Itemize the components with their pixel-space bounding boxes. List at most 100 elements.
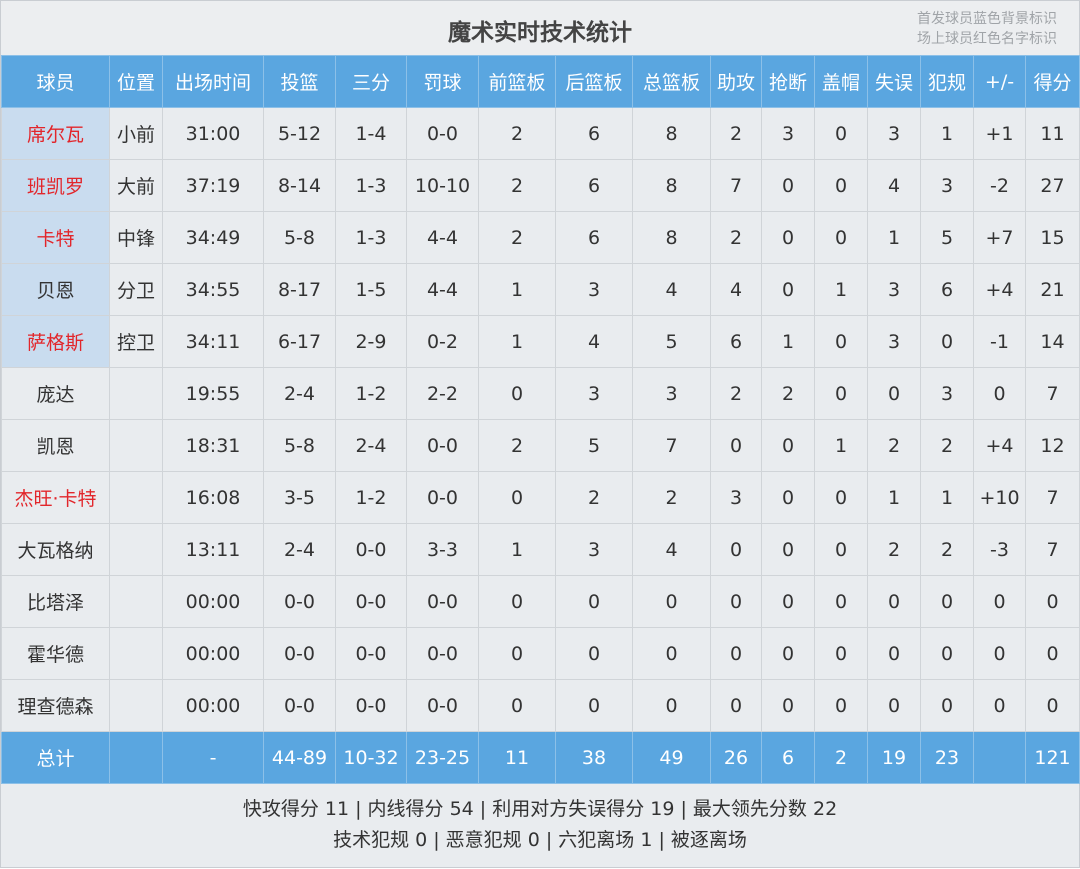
stat-cell: 0 (632, 627, 711, 680)
stat-cell: 2 (710, 107, 762, 160)
stat-cell: 0-0 (406, 471, 479, 524)
stats-table: 球员 位置 出场时间 投篮 三分 罚球 前篮板 后篮板 总篮板 助攻 抢断 盖帽 失误 犯规 +/- 得分 席… (1, 55, 1080, 784)
stat-cell: 18:31 (162, 419, 264, 472)
stat-cell: 0-0 (406, 419, 479, 472)
column-header: 前篮板 (478, 55, 556, 108)
stat-cell: 34:11 (162, 315, 264, 368)
total-cell: 11 (478, 731, 556, 784)
stat-cell: 31:00 (162, 107, 264, 160)
total-cell (973, 731, 1026, 784)
stat-cell: 0 (632, 679, 711, 732)
stat-cell: 0 (1025, 679, 1080, 732)
stat-cell: 6 (555, 107, 633, 160)
total-cell: 26 (710, 731, 762, 784)
stat-cell: 34:49 (162, 211, 264, 264)
stat-cell: 19:55 (162, 367, 264, 420)
stat-cell: 0 (973, 679, 1026, 732)
stat-cell: 4 (632, 263, 711, 316)
player-row: 班凯罗 大前 37:19 8-14 1-3 10-10 2 6 8 7 0 0 4 3 -2 27 (1, 159, 1080, 212)
stat-cell: 7 (1025, 471, 1080, 524)
stat-cell: 1 (814, 419, 868, 472)
table-header: 球员 位置 出场时间 投篮 三分 罚球 前篮板 后篮板 总篮板 助攻 抢断 盖帽 失误 犯规 +/- 得分 (1, 55, 1080, 108)
stat-cell: 4-4 (406, 211, 479, 264)
stat-cell: 1 (478, 523, 556, 576)
column-header: 助攻 (710, 55, 762, 108)
stat-cell: 00:00 (162, 575, 264, 628)
stat-cell: 6 (555, 211, 633, 264)
stat-cell (109, 471, 163, 524)
stat-cell: 2 (761, 367, 815, 420)
stat-cell: 0 (814, 367, 868, 420)
stat-cell: 8 (632, 211, 711, 264)
stat-cell: 1-2 (335, 471, 407, 524)
stat-cell: 5 (555, 419, 633, 472)
player-name: 卡特 (1, 211, 110, 264)
stat-cell: 0 (478, 679, 556, 732)
stat-cell: 4 (555, 315, 633, 368)
stat-cell: 34:55 (162, 263, 264, 316)
stat-cell: 0 (814, 523, 868, 576)
total-cell: 121 (1025, 731, 1080, 784)
stat-cell: 3 (920, 159, 974, 212)
player-name: 理查德森 (1, 679, 110, 732)
summary-line-1: 快攻得分 11 | 内线得分 54 | 利用对方失误得分 19 | 最大领先分数… (242, 798, 838, 820)
stat-cell: 0 (710, 419, 762, 472)
stat-cell: 0 (973, 575, 1026, 628)
player-name: 霍华德 (1, 627, 110, 680)
stat-cell: 0-0 (406, 627, 479, 680)
stat-cell: 00:00 (162, 627, 264, 680)
stat-cell: 7 (1025, 523, 1080, 576)
stat-cell: 大前 (109, 159, 163, 212)
stat-cell: 5-12 (263, 107, 336, 160)
stat-cell: 0 (555, 679, 633, 732)
stat-cell: -1 (973, 315, 1026, 368)
stat-cell: 1 (920, 471, 974, 524)
stat-cell: 37:19 (162, 159, 264, 212)
total-cell: 10-32 (335, 731, 407, 784)
total-cell: 49 (632, 731, 711, 784)
stat-cell (109, 367, 163, 420)
stat-cell: 0 (920, 575, 974, 628)
stat-cell: 0 (555, 627, 633, 680)
stat-cell: 0 (814, 107, 868, 160)
page-title: 魔术实时技术统计 (448, 20, 632, 46)
stat-cell: 4 (867, 159, 921, 212)
stat-cell: 0 (867, 627, 921, 680)
stat-cell: 3 (632, 367, 711, 420)
stat-cell: 0-0 (335, 679, 407, 732)
column-header: 失误 (867, 55, 921, 108)
column-header: 位置 (109, 55, 163, 108)
stat-cell: 1 (867, 471, 921, 524)
stat-cell: 2-2 (406, 367, 479, 420)
stat-cell: 3 (867, 107, 921, 160)
stat-cell: 0 (761, 159, 815, 212)
stat-cell: 1-4 (335, 107, 407, 160)
stat-cell: 0 (814, 159, 868, 212)
stat-cell: 2 (478, 159, 556, 212)
stat-cell: +4 (973, 419, 1026, 472)
stat-cell: 0 (761, 523, 815, 576)
stat-cell: 7 (632, 419, 711, 472)
stat-cell: 4 (710, 263, 762, 316)
stat-cell: 0-0 (263, 679, 336, 732)
stat-cell: 0 (478, 471, 556, 524)
stat-cell: 0 (814, 575, 868, 628)
stat-cell: 0-0 (406, 107, 479, 160)
stat-cell: 2-9 (335, 315, 407, 368)
stat-cell: 0 (761, 263, 815, 316)
stat-cell: +7 (973, 211, 1026, 264)
stat-cell: 2-4 (263, 367, 336, 420)
stat-cell: +1 (973, 107, 1026, 160)
stat-cell: 1-2 (335, 367, 407, 420)
player-name: 席尔瓦 (1, 107, 110, 160)
stat-cell: 13:11 (162, 523, 264, 576)
column-header: 抢断 (761, 55, 815, 108)
stat-cell: 0 (814, 471, 868, 524)
stat-cell: 1-5 (335, 263, 407, 316)
stat-cell: 1 (478, 315, 556, 368)
stat-cell: 1 (814, 263, 868, 316)
stat-cell: 1 (761, 315, 815, 368)
column-header: 罚球 (406, 55, 479, 108)
stat-cell: 15 (1025, 211, 1080, 264)
player-row: 杰旺·卡特 16:08 3-5 1-2 0-0 0 2 2 3 0 0 1 1 +10 7 (1, 471, 1080, 524)
